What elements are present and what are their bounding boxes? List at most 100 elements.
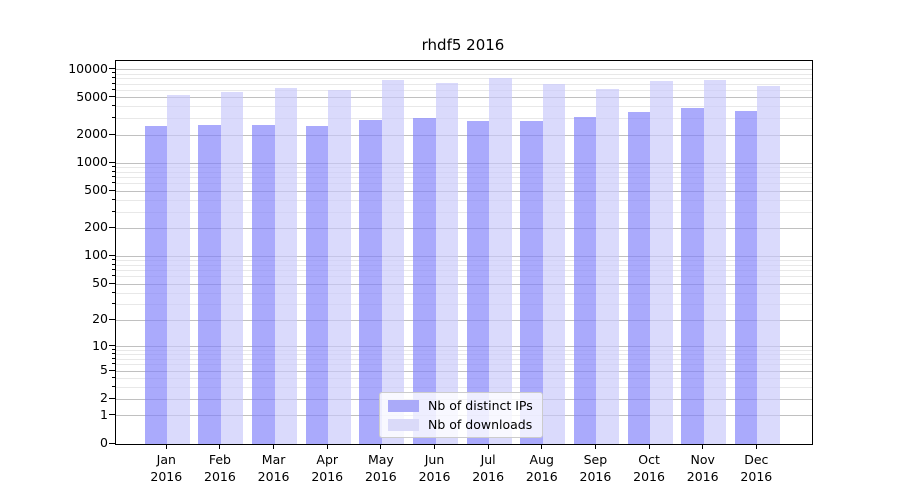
gridline-major [116, 97, 812, 99]
x-tick-label-dec: Dec 2016 [728, 451, 784, 485]
y-tick-mark [109, 161, 115, 163]
gridline-major [116, 228, 812, 229]
bar-downloads-sep [596, 88, 619, 444]
bar-distinct-ips-oct [627, 111, 651, 444]
bar-downloads-apr [328, 89, 351, 444]
gridline-minor [116, 260, 812, 262]
x-label-year: 2016 [364, 469, 397, 484]
y-tick-label: 0 [100, 435, 108, 450]
x-label-month: Feb [208, 452, 231, 467]
y-minor-tick-mark [111, 269, 115, 271]
x-label-month: Mar [261, 452, 286, 467]
gridline-major [116, 134, 812, 136]
x-label-year: 2016 [418, 469, 451, 484]
y-minor-tick-mark [111, 363, 115, 365]
gridline-minor [116, 211, 812, 213]
legend-swatch-downloads [388, 418, 419, 431]
gridline-minor [116, 359, 812, 360]
x-tick-label-feb: Feb 2016 [192, 451, 248, 485]
bar-distinct-ips-jan [144, 126, 168, 444]
x-label-year: 2016 [633, 469, 665, 484]
y-tick-label: 5 [100, 362, 108, 378]
x-tick-label-oct: Oct 2016 [621, 451, 677, 485]
bar-distinct-ips-mar [252, 124, 275, 444]
y-tick-label: 200 [84, 219, 108, 235]
gridline-minor [116, 89, 812, 91]
x-label-year: 2016 [311, 469, 344, 484]
y-minor-tick-mark [111, 117, 115, 119]
y-minor-tick-mark [111, 348, 115, 350]
bar-distinct-ips-may [359, 119, 382, 444]
gridline-minor [116, 349, 812, 351]
legend-item-distinct-ips: Nb of distinct IPs [388, 398, 534, 413]
y-minor-tick-mark [111, 259, 115, 261]
y-tick-label: 5000 [76, 88, 108, 104]
gridline-major [116, 319, 812, 321]
x-label-month: Apr [316, 452, 339, 467]
y-tick-mark [109, 68, 115, 70]
y-minor-tick-mark [111, 198, 115, 200]
x-tick-mark [273, 444, 275, 449]
y-minor-tick-mark [111, 357, 115, 359]
y-minor-tick-mark [111, 88, 115, 90]
gridline-minor [116, 83, 812, 85]
y-minor-tick-mark [111, 72, 115, 74]
y-minor-tick-mark [111, 377, 115, 379]
y-tick-label: 2000 [76, 126, 108, 142]
gridline-minor [116, 106, 812, 108]
y-minor-tick-mark [111, 275, 115, 277]
x-label-year: 2016 [257, 469, 290, 484]
bar-downloads-dec [757, 85, 780, 444]
y-tick-mark [109, 226, 115, 228]
bar-distinct-ips-jun [413, 117, 436, 444]
x-tick-mark [380, 444, 382, 449]
gridline-major [116, 283, 812, 285]
y-tick-mark [109, 189, 115, 191]
y-tick-mark [109, 318, 115, 320]
x-label-month: Jun [424, 452, 445, 467]
y-tick-mark [109, 96, 115, 98]
gridline-minor [116, 270, 812, 272]
bar-distinct-ips-sep [573, 117, 597, 444]
y-tick-label: 20 [92, 311, 108, 327]
x-tick-mark [219, 444, 221, 449]
y-tick-mark [109, 442, 115, 444]
y-minor-tick-mark [111, 166, 115, 168]
x-label-month: Dec [744, 452, 769, 467]
x-tick-label-apr: Apr 2016 [299, 451, 355, 485]
y-tick-label: 50 [92, 275, 108, 291]
y-minor-tick-mark [111, 182, 115, 184]
y-tick-mark [109, 414, 115, 416]
y-minor-tick-mark [111, 176, 115, 178]
bar-distinct-ips-apr [305, 125, 329, 444]
gridline-minor [116, 378, 812, 380]
x-tick-label-jul: Jul 2016 [460, 451, 516, 485]
x-tick-mark [165, 444, 167, 449]
y-tick-mark [109, 369, 115, 371]
gridline-minor [116, 387, 812, 389]
x-label-month: Oct [638, 452, 660, 467]
y-minor-tick-mark [111, 105, 115, 107]
bar-downloads-aug [542, 83, 566, 444]
x-label-year: 2016 [150, 469, 183, 484]
x-tick-mark [594, 444, 596, 449]
y-minor-tick-mark [111, 210, 115, 212]
gridline-major [116, 69, 812, 71]
x-tick-mark [326, 444, 328, 449]
gridline-minor [116, 167, 812, 169]
y-minor-tick-mark [111, 302, 115, 304]
x-label-month: Aug [529, 452, 554, 467]
gridline-minor [116, 199, 812, 201]
bar-downloads-oct [650, 80, 673, 444]
x-tick-mark [702, 444, 704, 449]
y-minor-tick-mark [111, 263, 115, 265]
gridline-minor [116, 264, 812, 266]
bar-downloads-jun [435, 83, 458, 444]
y-tick-mark [109, 282, 115, 284]
x-tick-label-sep: Sep 2016 [567, 451, 623, 485]
gridline-minor [116, 73, 812, 75]
x-tick-label-aug: Aug 2016 [514, 451, 570, 485]
y-tick-label: 1 [100, 406, 108, 422]
legend-item-downloads: Nb of downloads [388, 417, 534, 432]
legend: Nb of distinct IPs Nb of downloads [379, 392, 543, 438]
